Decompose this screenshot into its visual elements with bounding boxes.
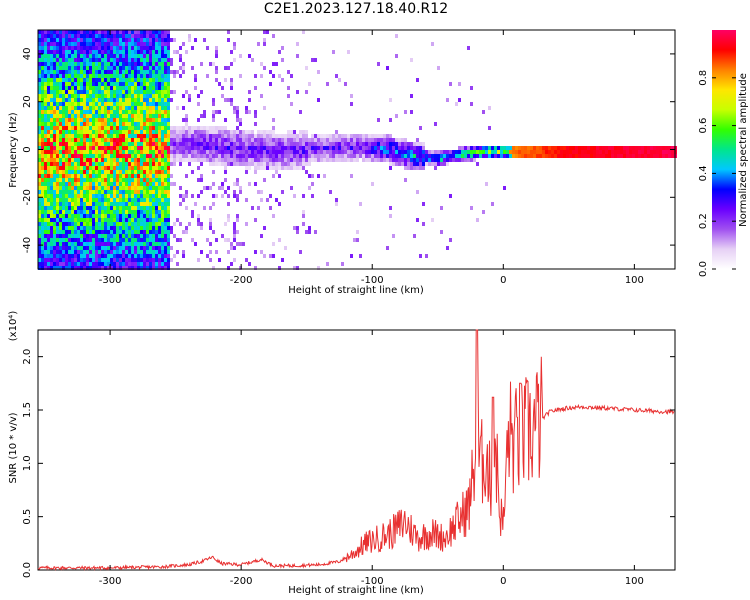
snr-y-tick-label: 0.5 (22, 509, 33, 525)
snr-x-tick-label: -200 (230, 576, 253, 587)
snr-x-tick-label: 100 (625, 576, 644, 587)
heatmap-y-tick-label: -40 (22, 237, 33, 253)
colorbar (712, 30, 736, 269)
heatmap-xlabel: Height of straight line (km) (288, 285, 424, 296)
snr-axes: -300 -200 -100 0 100 0.0 0.5 1.0 1.5 2.0 (22, 330, 675, 587)
snr-y-tick-label: 1.5 (22, 402, 33, 418)
heatmap-x-tick-label: -300 (99, 275, 122, 286)
snr-xlabel: Height of straight line (km) (288, 585, 424, 596)
chart-title: C2E1.2023.127.18.40.R12 (263, 1, 449, 17)
snr-ylabel: SNR (10 * v/v) (8, 412, 19, 483)
snr-y-tick-label: 0.0 (22, 562, 33, 578)
colorbar-axes: 0.0 0.2 0.4 0.6 0.8 (698, 70, 736, 277)
colorbar-tick-label: 0.4 (698, 165, 709, 181)
colorbar-tick-label: 0.6 (698, 118, 709, 134)
heatmap-y-tick-label: 0 (22, 146, 33, 152)
colorbar-tick-label: 0.8 (698, 70, 709, 86)
heatmap-x-tick-label: -200 (230, 275, 253, 286)
heatmap-y-tick-label: -20 (22, 189, 33, 205)
colorbar-tick-label: 0.2 (698, 213, 709, 229)
heatmap-x-tick-label: 100 (625, 275, 644, 286)
snr-frame (37, 329, 676, 571)
heatmap-x-tick-label: -100 (361, 275, 384, 286)
colorbar-tick-label: 0.0 (698, 261, 709, 277)
snr-multiplier: (x10⁴) (8, 311, 19, 342)
snr-series-line (37, 329, 675, 571)
heatmap-x-tick-label: 0 (500, 275, 506, 286)
snr-x-tick-label: 0 (500, 576, 506, 587)
snr-x-tick-label: -300 (99, 576, 122, 587)
heatmap-y-tick-label: 20 (22, 95, 33, 108)
heatmap-y-tick-label: 40 (22, 48, 33, 61)
snr-y-tick-label: 2.0 (22, 349, 33, 365)
snr-y-tick-label: 1.0 (22, 455, 33, 471)
colorbar-label: Normalized spectral amplitude (738, 73, 749, 227)
heatmap-ylabel: Frequency (Hz) (8, 112, 19, 188)
snr-x-tick-label: -100 (361, 576, 384, 587)
heatmap-cells (38, 30, 677, 270)
